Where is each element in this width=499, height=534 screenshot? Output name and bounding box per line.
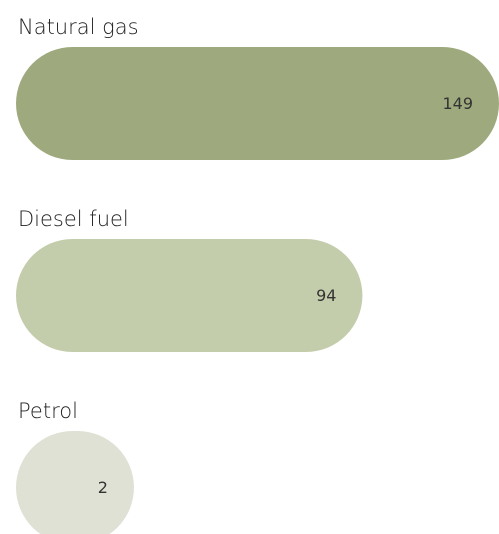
category-label: Natural gas [18, 15, 139, 39]
category-label: Diesel fuel [18, 207, 129, 231]
bar [16, 47, 499, 160]
value-label: 2 [98, 478, 108, 497]
value-label: 149 [442, 94, 473, 113]
bar [16, 431, 134, 534]
value-label: 94 [316, 286, 336, 305]
bar [16, 239, 363, 352]
category-label: Petrol [18, 399, 78, 423]
